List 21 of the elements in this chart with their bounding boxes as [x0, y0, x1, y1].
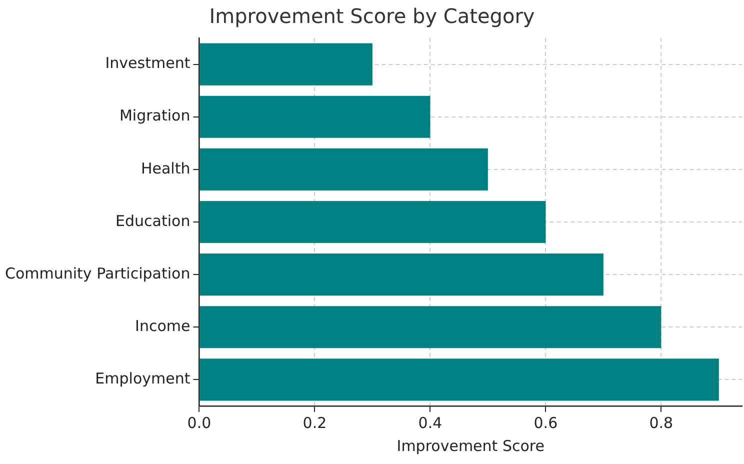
- chart-title: Improvement Score by Category: [209, 4, 535, 28]
- y-tick-label: Education: [116, 212, 190, 230]
- y-tick-label: Employment: [95, 370, 190, 388]
- x-tick-label: 0.2: [302, 414, 327, 432]
- y-tick-label: Health: [140, 159, 190, 178]
- bar: [200, 96, 430, 138]
- y-tick-label: Investment: [105, 54, 190, 72]
- bar: [200, 254, 604, 296]
- bar: [200, 306, 662, 348]
- y-tick-label: Community Participation: [4, 264, 190, 282]
- bar: [200, 200, 546, 244]
- x-tick-label: 0.6: [534, 414, 558, 432]
- y-tick-label: Income: [135, 317, 190, 336]
- y-tick-label: Migration: [119, 106, 190, 125]
- x-tick-label: 0.4: [418, 414, 442, 432]
- bar: [200, 358, 719, 401]
- x-tick-label: 0.0: [187, 414, 212, 432]
- x-axis-title: Improvement Score: [396, 436, 544, 455]
- bar: [200, 148, 488, 190]
- bar: [200, 43, 372, 86]
- x-tick-label: 0.8: [649, 414, 674, 432]
